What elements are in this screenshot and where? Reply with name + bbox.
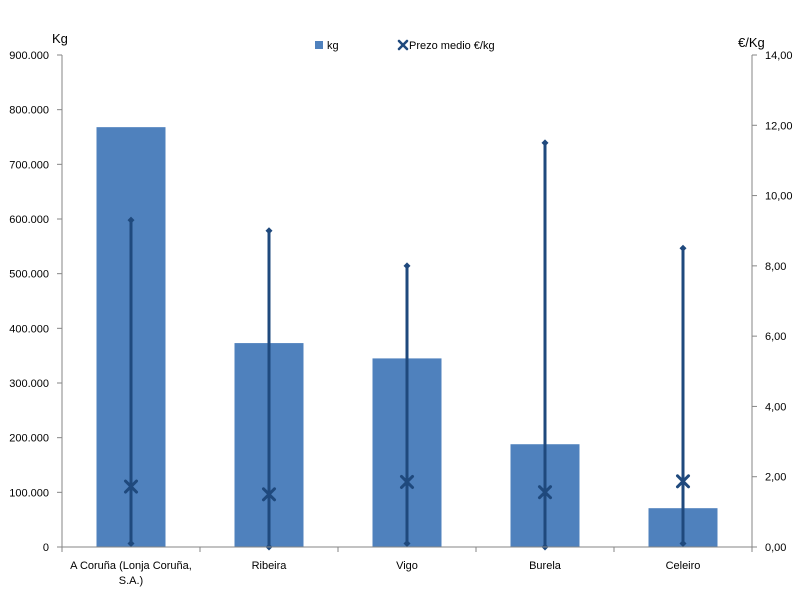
category-label-4: Celeiro	[666, 560, 701, 572]
legend-label-kg: kg	[327, 40, 339, 52]
left-tick-label-4: 400.000	[9, 323, 49, 335]
category-label-3: Burela	[529, 560, 562, 572]
left-tick-label-5: 500.000	[9, 269, 49, 281]
left-tick-label-1: 100.000	[9, 487, 49, 499]
price-max-marker-1	[265, 227, 273, 235]
legend-swatch-kg	[315, 41, 323, 49]
right-axis-unit-label: €/Kg	[738, 35, 765, 50]
right-axis-ticks: 0,00 2,00 4,00 6,00 8,00 10,00 12,00 14,00	[752, 50, 793, 554]
category-label-1: Ribeira	[252, 560, 288, 572]
price-min-marker-2	[403, 539, 411, 547]
left-tick-label-8: 800.000	[9, 105, 49, 117]
price-max-marker-4	[679, 244, 687, 252]
price-avg-marker-3	[538, 485, 552, 500]
right-tick-label-2: 4,00	[765, 401, 786, 413]
left-tick-label-2: 200.000	[9, 433, 49, 445]
category-labels: A Coruña (Lonja Coruña, S.A.) Ribeira Vigo B…	[61, 547, 753, 587]
legend-marker-price-icon	[397, 39, 409, 51]
category-label-2: Vigo	[396, 560, 418, 572]
right-tick-label-0: 0,00	[765, 542, 786, 554]
right-tick-label-7: 14,00	[765, 50, 793, 62]
right-tick-label-3: 6,00	[765, 331, 786, 343]
category-label-0: A Coruña (Lonja Coruña, S.A.)	[70, 560, 192, 587]
left-tick-label-7: 700.000	[9, 159, 49, 171]
price-max-marker-2	[403, 262, 411, 270]
price-min-marker-0	[127, 539, 135, 547]
price-avg-marker-0	[124, 479, 138, 494]
price-range-series	[127, 139, 687, 551]
left-tick-label-6: 600.000	[9, 214, 49, 226]
price-avg-marker-4	[676, 474, 690, 489]
left-tick-label-9: 900.000	[9, 50, 49, 62]
legend: kg Prezo medio €/kg	[315, 39, 495, 52]
right-tick-label-1: 2,00	[765, 472, 786, 484]
axes	[61, 55, 753, 548]
price-min-marker-4	[679, 539, 687, 547]
right-tick-label-5: 10,00	[765, 191, 793, 203]
price-max-marker-0	[127, 216, 135, 224]
right-tick-label-6: 12,00	[765, 120, 793, 132]
price-max-marker-3	[541, 139, 549, 147]
left-tick-label-3: 300.000	[9, 378, 49, 390]
left-axis-unit-label: Kg	[52, 31, 68, 46]
price-avg-marker-2	[400, 474, 414, 489]
left-axis-ticks: 0 100.000 200.000 300.000 400.000 500.000 600.…	[9, 50, 62, 554]
right-tick-label-4: 8,00	[765, 261, 786, 273]
legend-label-price: Prezo medio €/kg	[409, 40, 495, 52]
price-avg-marker-1	[262, 487, 276, 502]
left-tick-label-0: 0	[43, 542, 49, 554]
marker-series-price	[124, 474, 690, 502]
